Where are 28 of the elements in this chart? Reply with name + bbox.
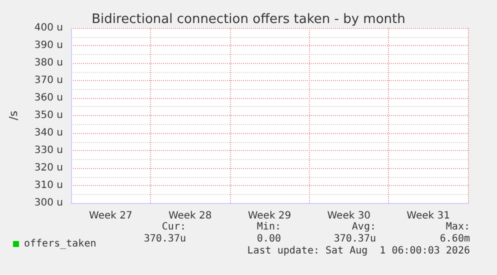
y-tick-label: 380 u [34, 58, 63, 68]
x-tick-label: Week 27 [89, 210, 132, 222]
x-tick-label: Week 30 [327, 210, 371, 222]
y-tick-label: 370 u [34, 75, 63, 86]
x-tick-label: Week 28 [168, 210, 212, 222]
text: 6.60m [440, 234, 470, 244]
y-tick-label: 340 u [34, 128, 63, 138]
y-tick-label: 400 u [34, 22, 63, 34]
text: 370.37u [144, 234, 186, 244]
y-tick-label: 310 u [34, 180, 63, 191]
y-tick-label: 390 u [34, 40, 63, 51]
x-tick-label: Week 31 [406, 210, 450, 222]
text: 370.37u [334, 234, 376, 244]
text: Avg: [352, 222, 376, 232]
y-tick-label: 320 u [34, 162, 63, 174]
text: Max: [446, 222, 470, 232]
y-tick-label: 350 u [34, 110, 63, 121]
legend-label: offers_taken [24, 238, 96, 250]
text: Cur: [162, 222, 186, 232]
y-tick-label: 300 u [34, 198, 63, 208]
chart-title: Bidirectional connection offers taken - by month [92, 12, 406, 27]
y-tick-label: 360 u [34, 92, 63, 104]
x-tick-label: Week 29 [248, 210, 292, 222]
text: 0.00 [256, 234, 281, 244]
text: Min: [256, 222, 281, 232]
y-tick-label: 330 u [34, 145, 63, 156]
y-axis-title: /s [7, 110, 20, 120]
text: Last update: Sat Aug 1 06:00:03 2026 [247, 246, 470, 256]
